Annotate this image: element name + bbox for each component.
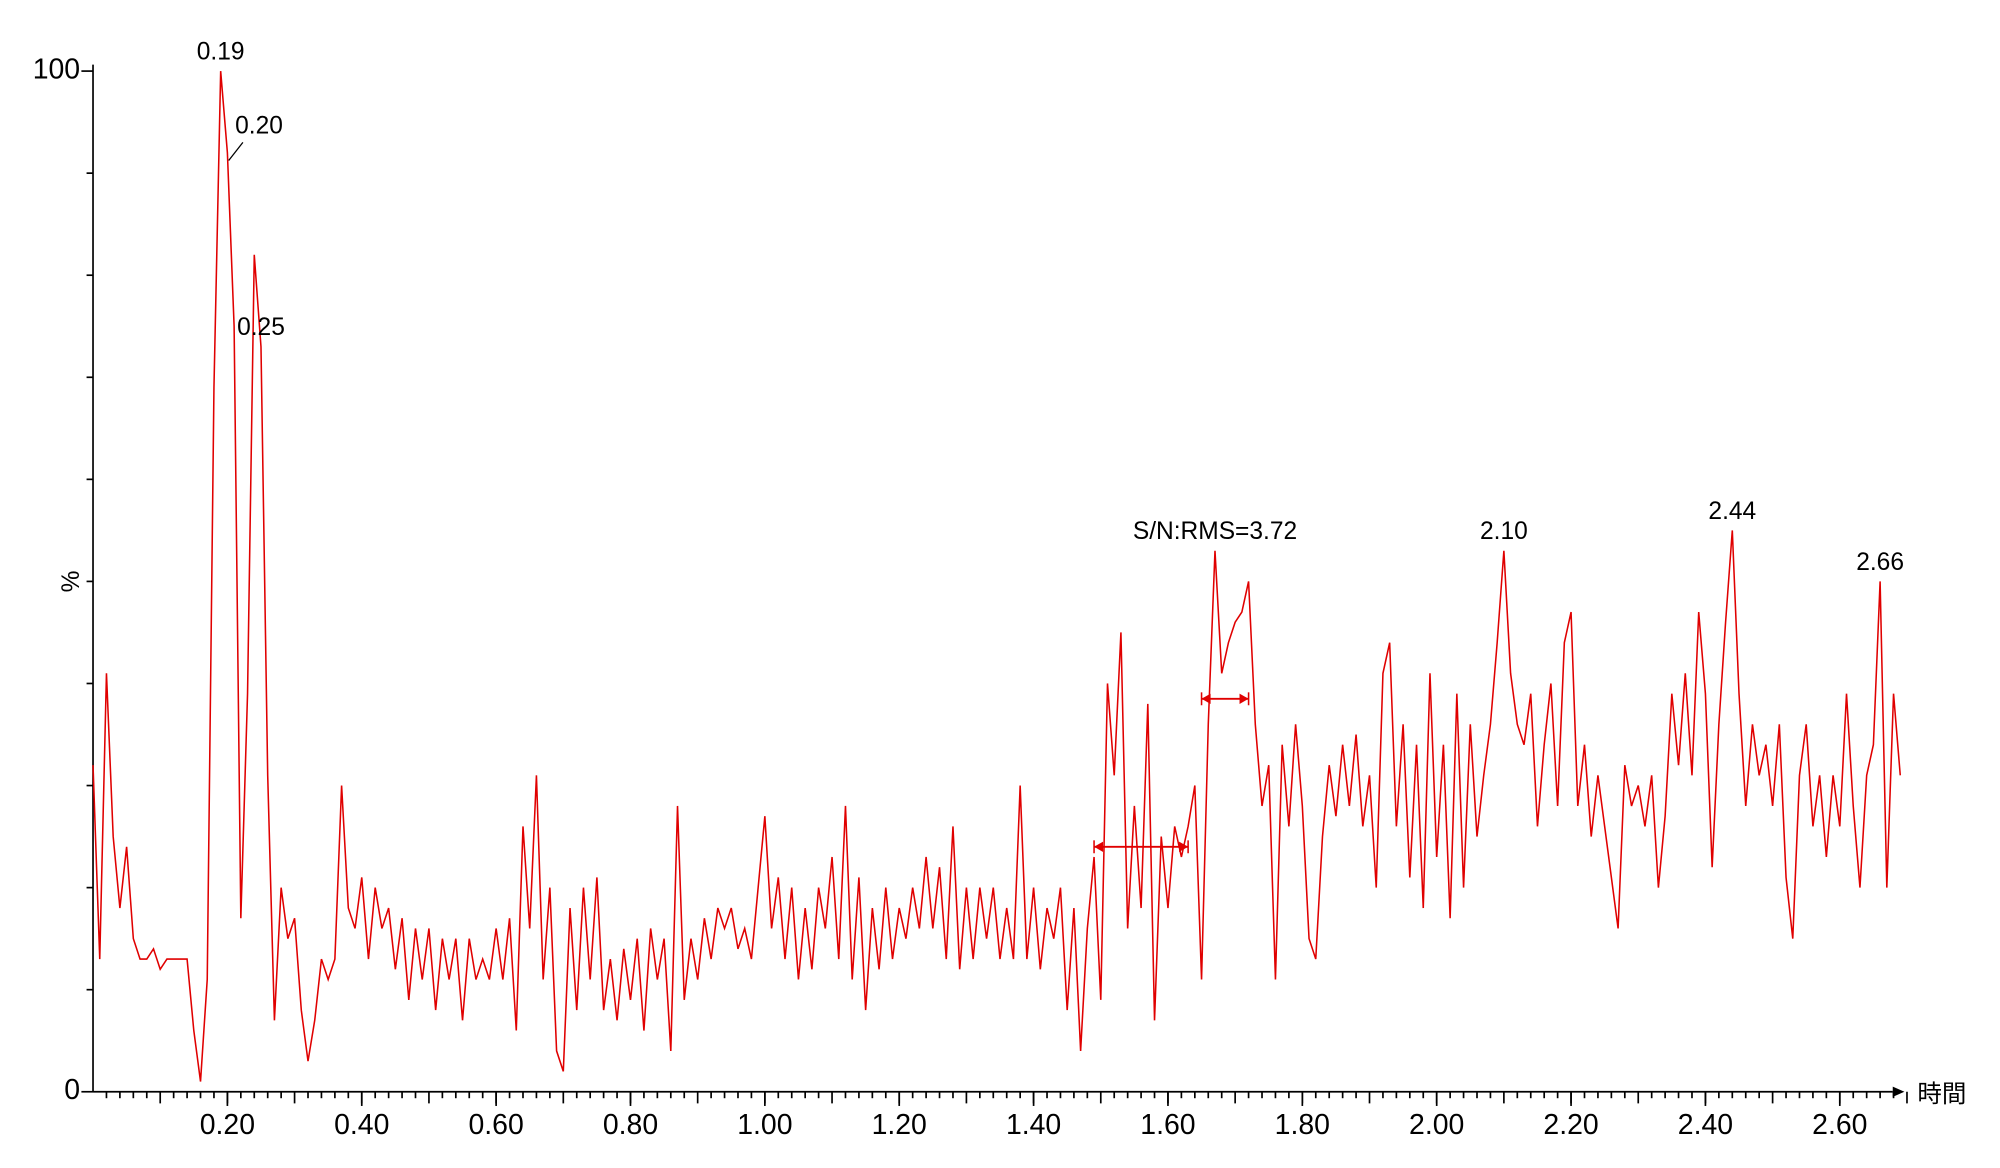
- x-tick-label: 1.20: [872, 1109, 927, 1141]
- x-tick-label: 2.20: [1543, 1109, 1598, 1141]
- noise-arrow: [1179, 841, 1189, 852]
- x-tick-label: 1.80: [1275, 1109, 1330, 1141]
- peak-label: 2.66: [1856, 549, 1904, 576]
- peak-label: 0.25: [237, 314, 285, 341]
- x-axis-arrow: [1892, 1086, 1905, 1097]
- peak-label: 2.44: [1708, 498, 1756, 525]
- x-tick-label: 0.40: [334, 1109, 389, 1141]
- noise-arrow: [1239, 693, 1249, 704]
- x-axis-label: 時間: [1917, 1080, 1966, 1108]
- trace: [92, 71, 1902, 1082]
- x-tick-label: 2.00: [1409, 1109, 1464, 1141]
- x-tick-label: 1.40: [1006, 1109, 1061, 1141]
- peak-label: 0.20: [235, 112, 283, 139]
- x-tick-label: 0.60: [468, 1109, 523, 1141]
- x-tick-label: 1.00: [737, 1109, 792, 1141]
- y-tick-label: 0: [64, 1074, 80, 1106]
- peak-label: 0.19: [197, 38, 245, 65]
- x-tick-label: 2.40: [1678, 1109, 1733, 1141]
- x-tick-label: 1.60: [1140, 1109, 1195, 1141]
- y-tick-label: 100: [33, 54, 80, 86]
- peak-label: S/N:RMS=3.72: [1133, 518, 1297, 545]
- x-tick-label: 0.20: [200, 1109, 255, 1141]
- peak-label: 2.10: [1480, 518, 1528, 545]
- y-axis-label: %: [58, 571, 85, 593]
- annotation-leader: [228, 141, 244, 161]
- noise-arrow: [1094, 841, 1104, 852]
- noise-arrow: [1201, 693, 1211, 704]
- x-tick-label: 2.60: [1812, 1109, 1867, 1141]
- x-tick-label: 0.80: [603, 1109, 658, 1141]
